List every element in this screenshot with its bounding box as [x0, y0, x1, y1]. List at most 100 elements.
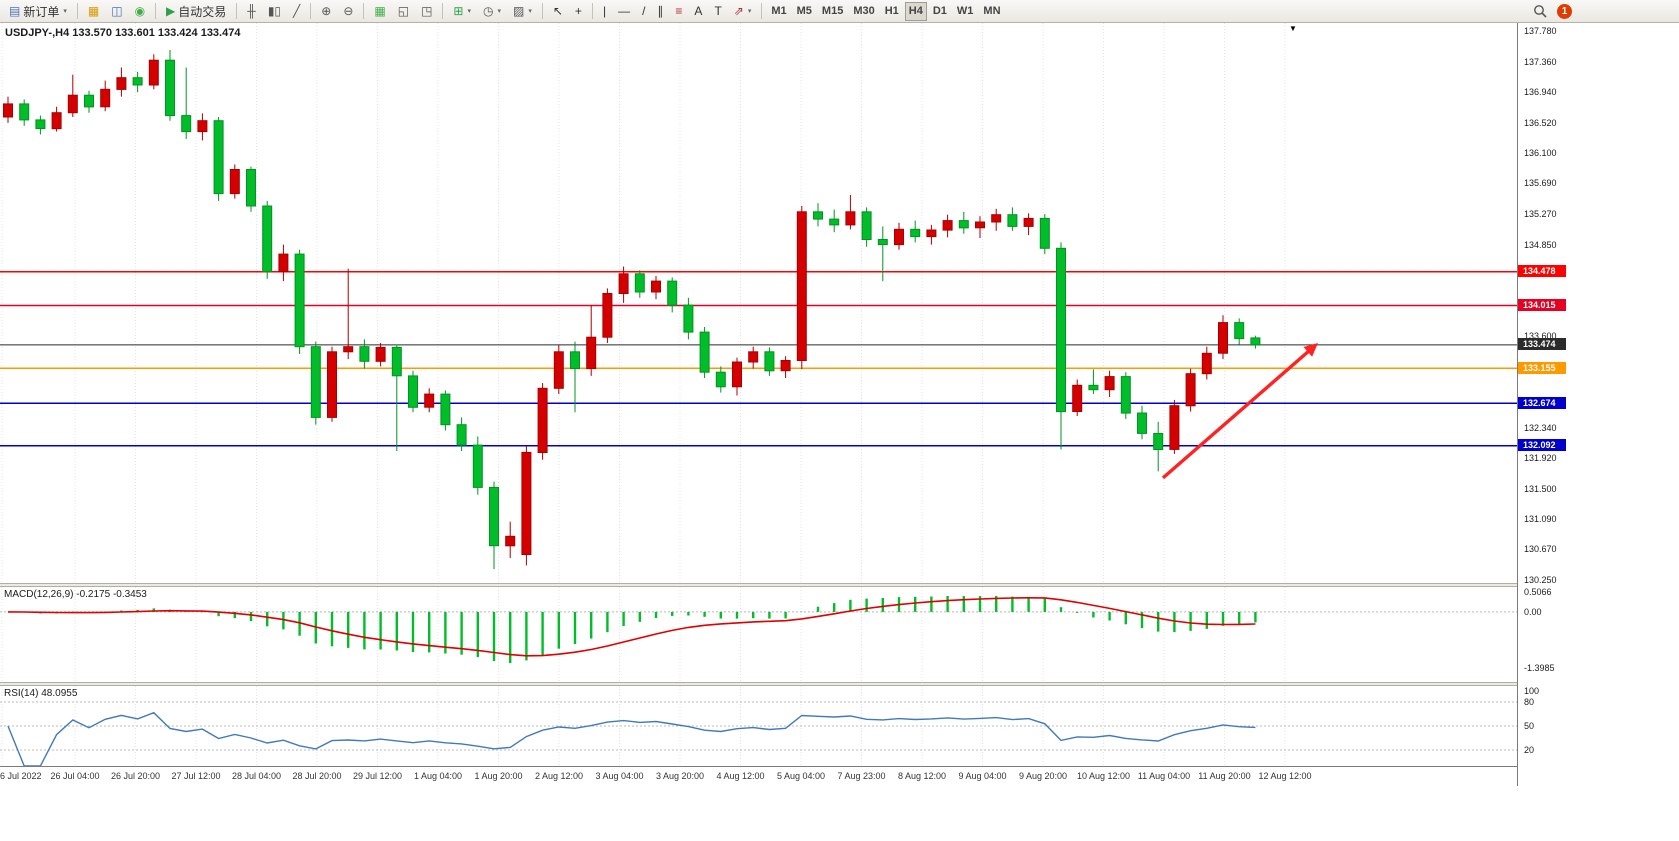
rsi-line: [7, 711, 1256, 766]
timeframe-w1-button[interactable]: W1: [953, 2, 978, 21]
indicators-icon: ⊞: [453, 4, 464, 18]
bar-chart-button[interactable]: ╫: [242, 2, 261, 21]
candlestick-chart-button[interactable]: ▮▯: [263, 2, 286, 21]
horizontal-line-icon: —: [618, 4, 631, 18]
timeframe-h4-button[interactable]: H4: [904, 1, 927, 21]
market-watch-icon: ▦: [87, 4, 100, 18]
candle: [3, 96, 13, 123]
timeframe-h4-button-label: H4: [908, 5, 923, 17]
timeframe-h1-button[interactable]: H1: [881, 2, 903, 21]
rsi-panel[interactable]: RSI(14) 48.0955: [0, 686, 1517, 766]
time-label: 9 Aug 20:00: [1018, 771, 1068, 781]
candle: [683, 297, 694, 340]
candle: [958, 211, 969, 234]
price-tick: 132.340: [1524, 423, 1557, 433]
rsi-canvas: [0, 686, 1517, 766]
candle: [51, 106, 62, 132]
label-button[interactable]: T: [709, 2, 726, 21]
zoom-out-icon: ⊖: [343, 4, 354, 18]
timeframe-m5-button-label: M5: [796, 5, 812, 17]
candle: [667, 277, 678, 313]
panel-splitter[interactable]: [0, 583, 1517, 587]
timeframe-mn-button-label: MN: [983, 5, 1001, 17]
autotrading-button[interactable]: ▶ 自动交易: [161, 2, 231, 21]
candle: [521, 446, 532, 566]
horizontal-line-button[interactable]: —: [613, 2, 635, 21]
price-chart-panel[interactable]: USDJPY-,H4 133.570 133.601 133.424 133.4…: [0, 23, 1517, 583]
candle: [1072, 379, 1083, 416]
trendline-button[interactable]: /: [637, 2, 650, 21]
crosshair-button[interactable]: +: [570, 2, 587, 21]
channel-button[interactable]: ∥: [652, 2, 668, 21]
candle: [991, 208, 1002, 231]
rsi-scale-tick: 100: [1524, 686, 1540, 696]
timeframe-m15-button[interactable]: M15: [818, 2, 847, 21]
candle: [1250, 335, 1261, 349]
candle: [1007, 207, 1018, 231]
candle: [35, 115, 46, 135]
zoom-in-icon: ⊕: [321, 4, 332, 18]
trend-arrow[interactable]: [1161, 343, 1318, 480]
label-icon: T: [714, 4, 722, 18]
market-watch-button[interactable]: ▦: [83, 2, 104, 21]
templates-button[interactable]: ▨ ▾: [508, 2, 537, 21]
candle: [165, 50, 175, 121]
time-label: 1 Aug 04:00: [413, 771, 463, 781]
price-scale[interactable]: 137.780 137.360 136.940 136.520 136.100 135.6…: [1517, 23, 1578, 786]
time-label: 29 Jul 12:00: [352, 771, 403, 781]
time-axis[interactable]: 26 Jul 2022 26 Jul 04:00 26 Jul 20:00 27 Ju…: [0, 766, 1517, 786]
timeframe-m5-button[interactable]: M5: [793, 2, 816, 21]
candle: [586, 305, 597, 376]
vertical-line-button[interactable]: |: [598, 2, 611, 21]
cursor-button[interactable]: ↖: [548, 2, 568, 21]
timeframe-d1-button[interactable]: D1: [929, 2, 951, 21]
data-window-button[interactable]: ◫: [106, 2, 127, 21]
candle: [1056, 242, 1066, 450]
candle: [780, 356, 791, 378]
timeframe-m30-button[interactable]: M30: [849, 2, 878, 21]
arrange-windows-button[interactable]: ◳: [416, 2, 437, 21]
candle: [408, 370, 418, 413]
tile-windows-button[interactable]: ▦: [369, 2, 390, 21]
rsi-label: RSI(14) 48.0955: [4, 688, 78, 699]
tile-windows-icon: ▦: [374, 4, 386, 18]
timeframe-mn-button[interactable]: MN: [979, 2, 1004, 21]
fibonacci-button[interactable]: ≡: [670, 2, 687, 21]
price-tick: 137.360: [1524, 57, 1557, 67]
zoom-out-button[interactable]: ⊖: [338, 2, 358, 21]
macd-panel[interactable]: MACD(12,26,9) -0.2175 -0.3453: [0, 587, 1517, 682]
new-order-button[interactable]: ▤ 新订单 ▾: [4, 2, 72, 21]
rsi-scale-tick: 50: [1524, 721, 1535, 731]
dropdown-caret-icon: ▾: [528, 8, 532, 15]
channel-icon: ∥: [657, 4, 664, 18]
macd-canvas: [0, 587, 1517, 682]
price-tick: 135.690: [1524, 178, 1557, 188]
candle: [1201, 346, 1212, 380]
indicators-button[interactable]: ⊞ ▾: [448, 2, 476, 21]
candle: [602, 288, 613, 343]
cascade-windows-button[interactable]: ◱: [393, 2, 414, 21]
candle: [327, 346, 337, 422]
candle: [813, 203, 823, 227]
shapes-button[interactable]: ⇗ ▾: [729, 2, 757, 21]
timeframe-m15-button-label: M15: [821, 5, 844, 17]
price-tick: 131.920: [1524, 453, 1557, 463]
candle: [262, 200, 273, 279]
periods-button[interactable]: ◷ ▾: [478, 2, 506, 21]
toolbar-separator: [310, 3, 312, 19]
price-tick: 136.100: [1524, 148, 1557, 158]
timeframe-m1-button[interactable]: M1: [767, 2, 790, 21]
time-label: 8 Aug 12:00: [897, 771, 947, 781]
chart-shift-marker-icon[interactable]: ▼: [1289, 24, 1297, 33]
search-icon[interactable]: [1533, 4, 1548, 19]
chart-window: USDJPY-,H4 133.570 133.601 133.424 133.4…: [0, 23, 1679, 786]
price-chart-canvas[interactable]: [0, 23, 1517, 583]
text-button[interactable]: A: [689, 2, 707, 21]
candle: [1185, 368, 1196, 412]
zoom-in-button[interactable]: ⊕: [316, 2, 336, 21]
notification-badge[interactable]: 1: [1557, 3, 1572, 19]
navigator-button[interactable]: ◉: [130, 2, 150, 21]
line-chart-button[interactable]: ╱: [288, 2, 305, 21]
panel-splitter[interactable]: [0, 682, 1517, 686]
candle: [116, 67, 127, 97]
